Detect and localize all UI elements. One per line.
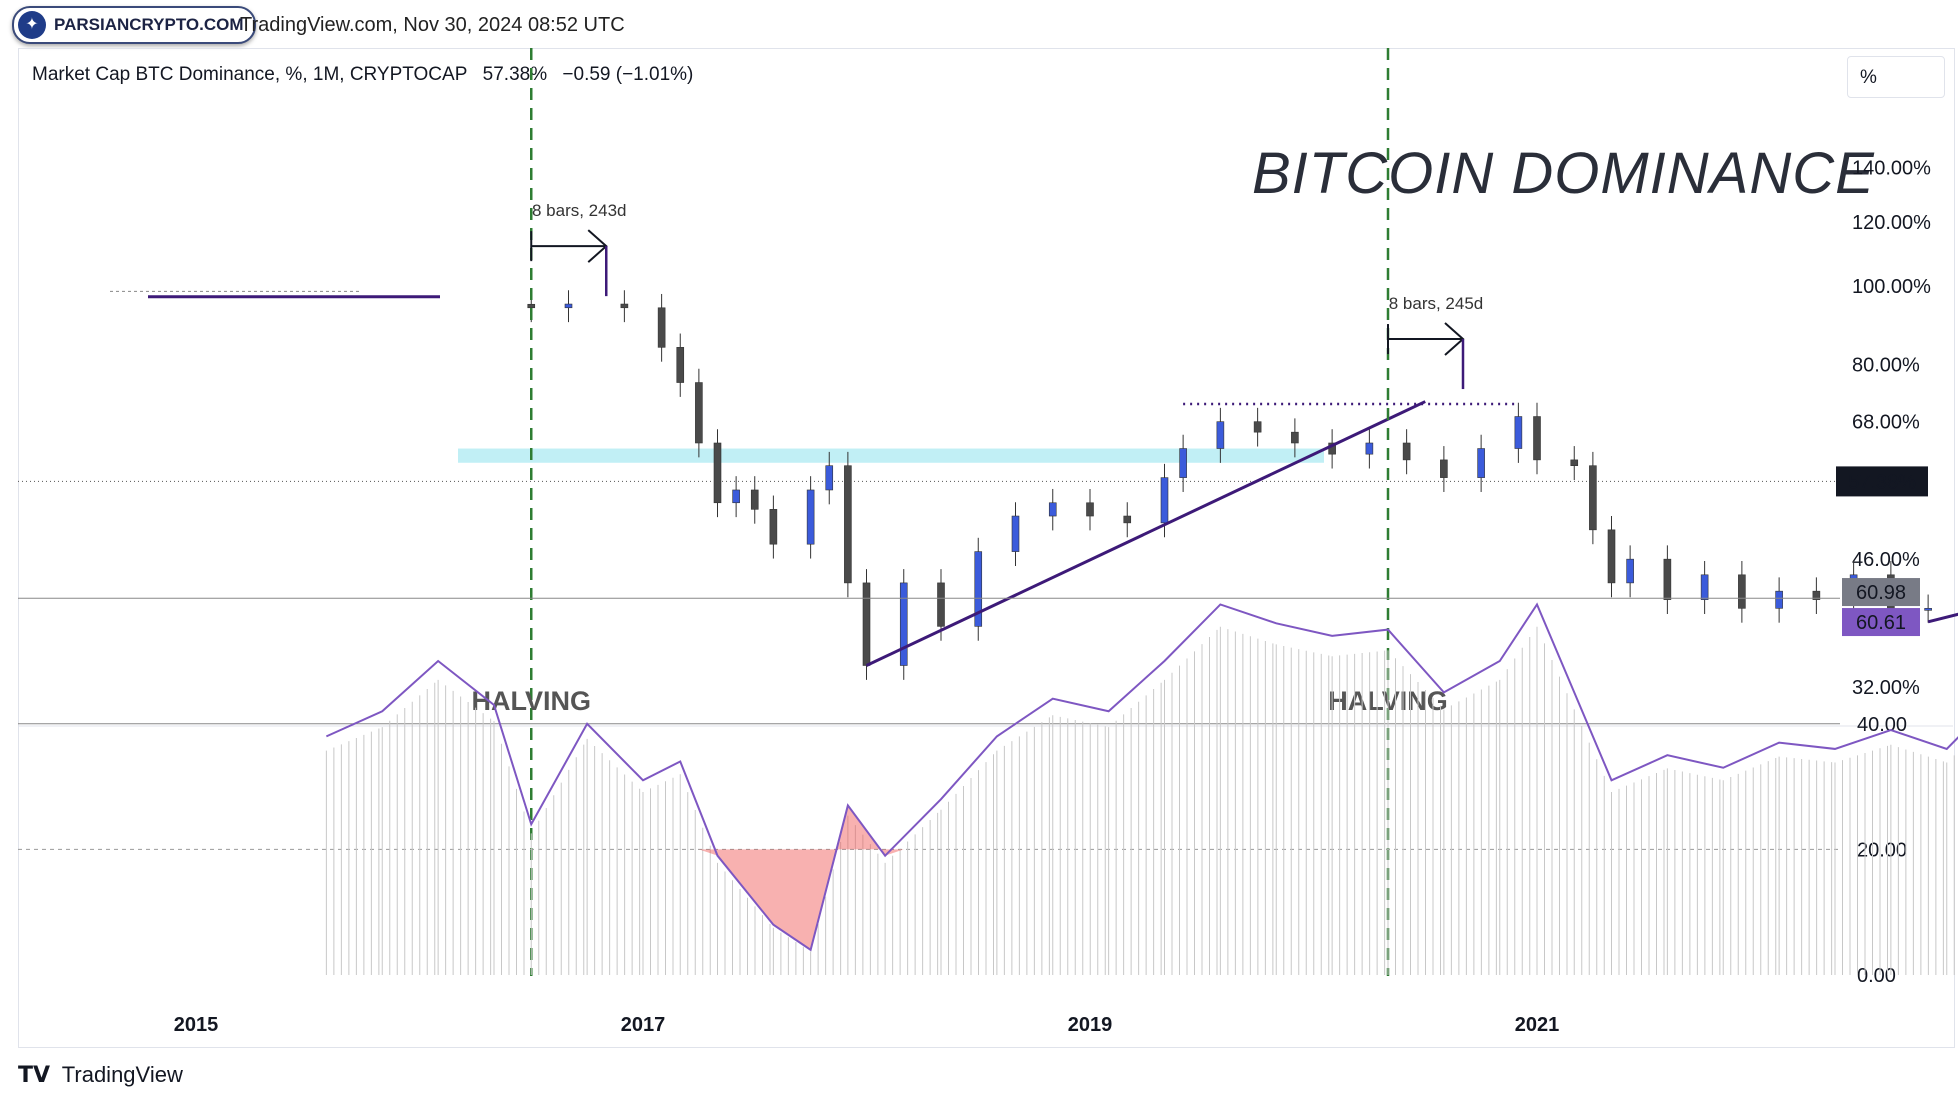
candle-body [1086, 502, 1094, 517]
candle-body [806, 489, 815, 545]
candle-body [695, 382, 703, 444]
y-tick-label: 68.00% [1852, 412, 1920, 434]
y-tick-label: 32.00% [1852, 677, 1920, 699]
candle-body [713, 442, 722, 504]
x-tick-label: 2021 [1515, 1014, 1560, 1036]
header: ✦ PARSIANCRYPTO.COM TradingView.com, Nov… [0, 0, 1958, 50]
candle-body [564, 303, 573, 309]
candle-body [1775, 590, 1783, 609]
candle-body [1365, 442, 1374, 455]
y-tick-label: 120.00% [1852, 212, 1931, 234]
candle-body [899, 582, 908, 666]
candle-body [1663, 558, 1672, 600]
rsi-line [325, 602, 1958, 952]
candle-body [1514, 416, 1523, 449]
rsi-value-badge-gray [1842, 578, 1920, 607]
x-tick-label: 2015 [174, 1014, 219, 1036]
candle-body [862, 582, 871, 666]
y-tick-label: 80.00% [1852, 354, 1920, 376]
chart-title: BITCOIN DOMINANCE [1252, 141, 1875, 206]
price-change: −0.59 (−1.01%) [562, 64, 694, 85]
candle-body [1570, 459, 1579, 466]
uptrend-line-2022 [1927, 612, 1958, 624]
last-price-badge [1836, 466, 1928, 497]
candle-body [750, 489, 759, 510]
rsi-oversold-fill [698, 805, 904, 950]
x-tick-label: 2019 [1068, 1014, 1113, 1036]
header-title: TradingView.com, Nov 30, 2024 08:52 UTC [240, 14, 625, 36]
rsi-value-label: 60.98 [1856, 582, 1906, 604]
tradingview-logo-icon: 𝗧𝗩 [18, 1062, 51, 1087]
candle-body [1812, 590, 1821, 600]
candle-body [1160, 477, 1169, 524]
candle-body [844, 465, 852, 584]
candle-body [676, 347, 685, 383]
measurement-label: 8 bars, 245d [1389, 294, 1484, 313]
y-tick-label: 100.00% [1852, 276, 1931, 298]
candle-body [1700, 574, 1709, 600]
candle-body [769, 509, 778, 545]
rsi-value-label: 60.61 [1856, 612, 1906, 634]
candle-body [1626, 558, 1634, 584]
candle-body [527, 303, 536, 309]
footer-brand: TradingView [61, 1062, 183, 1087]
candle-body [1607, 529, 1616, 584]
candle-body [1048, 502, 1057, 517]
candle-body [620, 303, 629, 309]
y-tick-label: 46.00% [1852, 549, 1920, 571]
rsi-tick-label: 20.00 [1857, 839, 1907, 861]
y-tick-label: 140.00% [1852, 158, 1931, 180]
rsi-value-badge-purple [1842, 608, 1920, 637]
chart-frame [18, 48, 1955, 1048]
candle-body [825, 465, 834, 491]
rsi-tick-label: 0.00 [1857, 965, 1896, 987]
last-price-label: 57.38% [1848, 471, 1916, 493]
percent-scale-button[interactable]: % [1847, 56, 1945, 98]
brand-badge[interactable]: ✦ PARSIANCRYPTO.COM [12, 6, 256, 44]
candle-body [1216, 421, 1225, 449]
candle-body [1291, 431, 1299, 444]
x-tick-label: 2017 [621, 1014, 666, 1036]
candle-body [1738, 574, 1746, 609]
brand-name: PARSIANCRYPTO.COM [54, 15, 244, 34]
candle-body [1011, 515, 1020, 552]
candle-body [1123, 515, 1132, 524]
symbol-name[interactable]: Market Cap BTC Dominance, %, 1M, CRYPTOC… [32, 64, 468, 85]
candle-body [1440, 459, 1448, 478]
candle-body [937, 582, 945, 627]
brand-logo-icon: ✦ [18, 11, 46, 39]
uptrend-line-2018 [865, 400, 1426, 667]
candle-body [1589, 465, 1597, 531]
candle-body [974, 551, 983, 627]
footer: 𝗧𝗩 TradingView [18, 1062, 183, 1088]
resistance-zone [458, 448, 1324, 463]
candle-body [732, 489, 740, 504]
candle-body [1253, 421, 1262, 433]
candle-body [1477, 448, 1485, 478]
candle-body [1402, 442, 1411, 461]
candle-body [657, 307, 666, 348]
candle-body [1924, 608, 1932, 611]
candle-body [1533, 416, 1541, 461]
halving-label: HALVING [472, 686, 592, 716]
measurement-label: 8 bars, 243d [532, 201, 627, 220]
candle-body [1179, 448, 1187, 478]
